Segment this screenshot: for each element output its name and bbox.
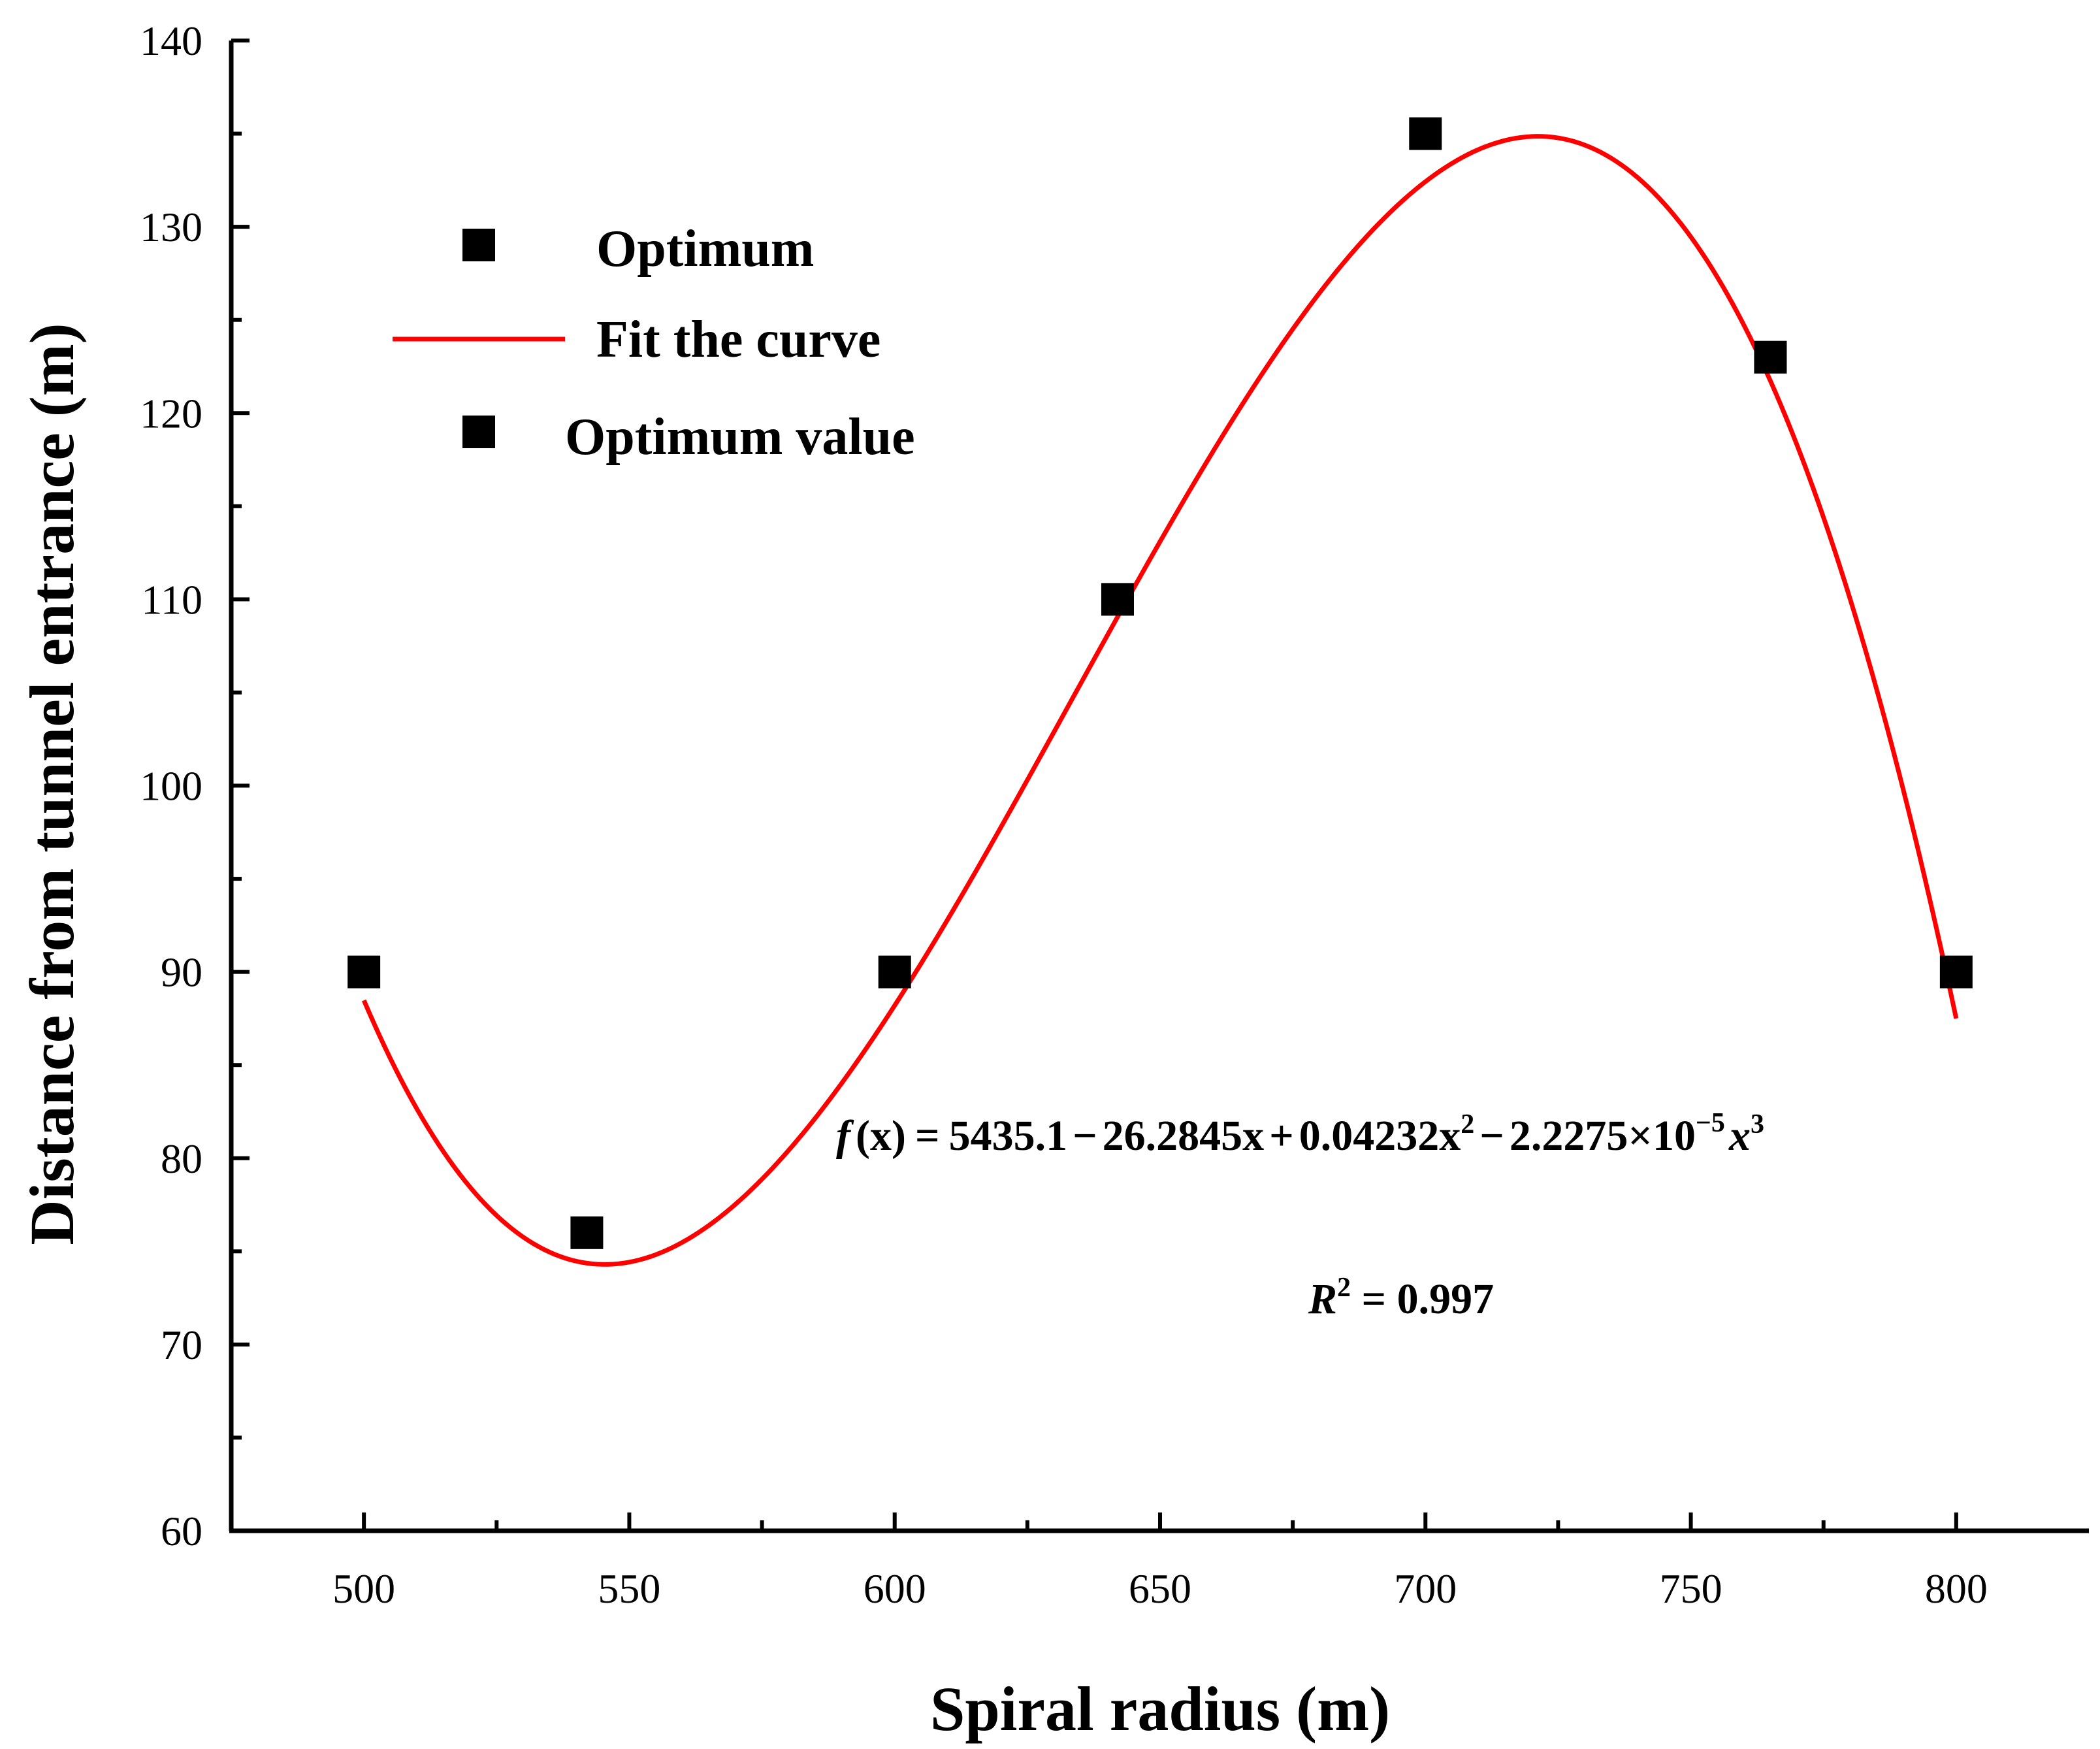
legend-optimum-value-label: Optimum value: [565, 408, 915, 466]
y-tick-label: 130: [140, 204, 202, 250]
y-tick-label: 110: [141, 576, 202, 623]
r2-rhs: = 0.997: [1351, 1275, 1494, 1323]
fit-curve-line: [361, 134, 1959, 1267]
eq-equals: =: [915, 1112, 940, 1160]
x-axis-title: Spiral radius (m): [930, 1674, 1390, 1744]
eq-minus1: −: [1073, 1112, 1097, 1160]
data-point: [1754, 340, 1787, 374]
x-tick-label: 600: [864, 1565, 926, 1612]
data-point: [1409, 117, 1442, 150]
y-tick-label: 140: [140, 18, 202, 64]
legend: Optimum Fit the curve Optimum value: [393, 220, 915, 466]
data-points: [347, 117, 1973, 1249]
x-tick-label: 550: [598, 1565, 660, 1612]
x-tick-label: 650: [1129, 1565, 1191, 1612]
y-tick-label: 120: [140, 390, 202, 436]
y-tick-label: 90: [161, 949, 202, 996]
data-point: [1101, 583, 1134, 616]
y-axis-title: Distance from tunnel entrance (m): [17, 323, 87, 1245]
y-tick-label: 60: [161, 1508, 202, 1554]
fit-equation: f (x) = 5435.1−26.2845x +0.04232x2−2.2275×10…: [836, 1108, 1764, 1160]
data-point: [878, 955, 911, 989]
r2-sup: 2: [1337, 1273, 1351, 1303]
eq-minus3: −: [1479, 1112, 1504, 1160]
eq-term3b: x: [1728, 1112, 1751, 1160]
y-tick-label: 80: [161, 1136, 202, 1182]
x-tick-label: 800: [1925, 1565, 1988, 1612]
eq-sup3: 3: [1751, 1109, 1764, 1139]
eq-term0: 5435.1: [949, 1112, 1068, 1160]
legend-optimum-value-marker: [462, 416, 495, 448]
eq-plus2: +: [1269, 1112, 1294, 1160]
y-tick-label: 100: [140, 763, 202, 809]
legend-optimum-label: Optimum: [596, 220, 814, 278]
tick-labels: 500 550 600 650 700 750 800 60 70 80 90 100 110 120 13…: [140, 18, 1988, 1612]
eq-term3a: 2.2275×10: [1510, 1112, 1696, 1160]
r-squared: R2 = 0.997: [1308, 1273, 1494, 1323]
x-tick-label: 750: [1660, 1565, 1722, 1612]
eq-arg: (x): [856, 1112, 906, 1160]
x-tick-label: 500: [332, 1565, 395, 1612]
legend-optimum-marker: [462, 229, 495, 261]
y-tick-label: 70: [161, 1322, 202, 1368]
r2-lhs: R: [1308, 1275, 1337, 1323]
legend-fit-label: Fit the curve: [596, 311, 880, 368]
x-tick-label: 700: [1394, 1565, 1457, 1612]
data-point: [1939, 955, 1973, 989]
eq-term1: 26.2845x: [1103, 1112, 1265, 1160]
data-point: [347, 955, 381, 989]
eq-sup2: 2: [1461, 1109, 1474, 1139]
eq-term2: 0.04232x: [1299, 1112, 1461, 1160]
eq-sup-exp: −5: [1696, 1108, 1725, 1138]
ticks: [231, 39, 1958, 1533]
eq-lhs: f: [836, 1112, 854, 1160]
axes: [229, 41, 2089, 1533]
data-point: [570, 1216, 604, 1249]
